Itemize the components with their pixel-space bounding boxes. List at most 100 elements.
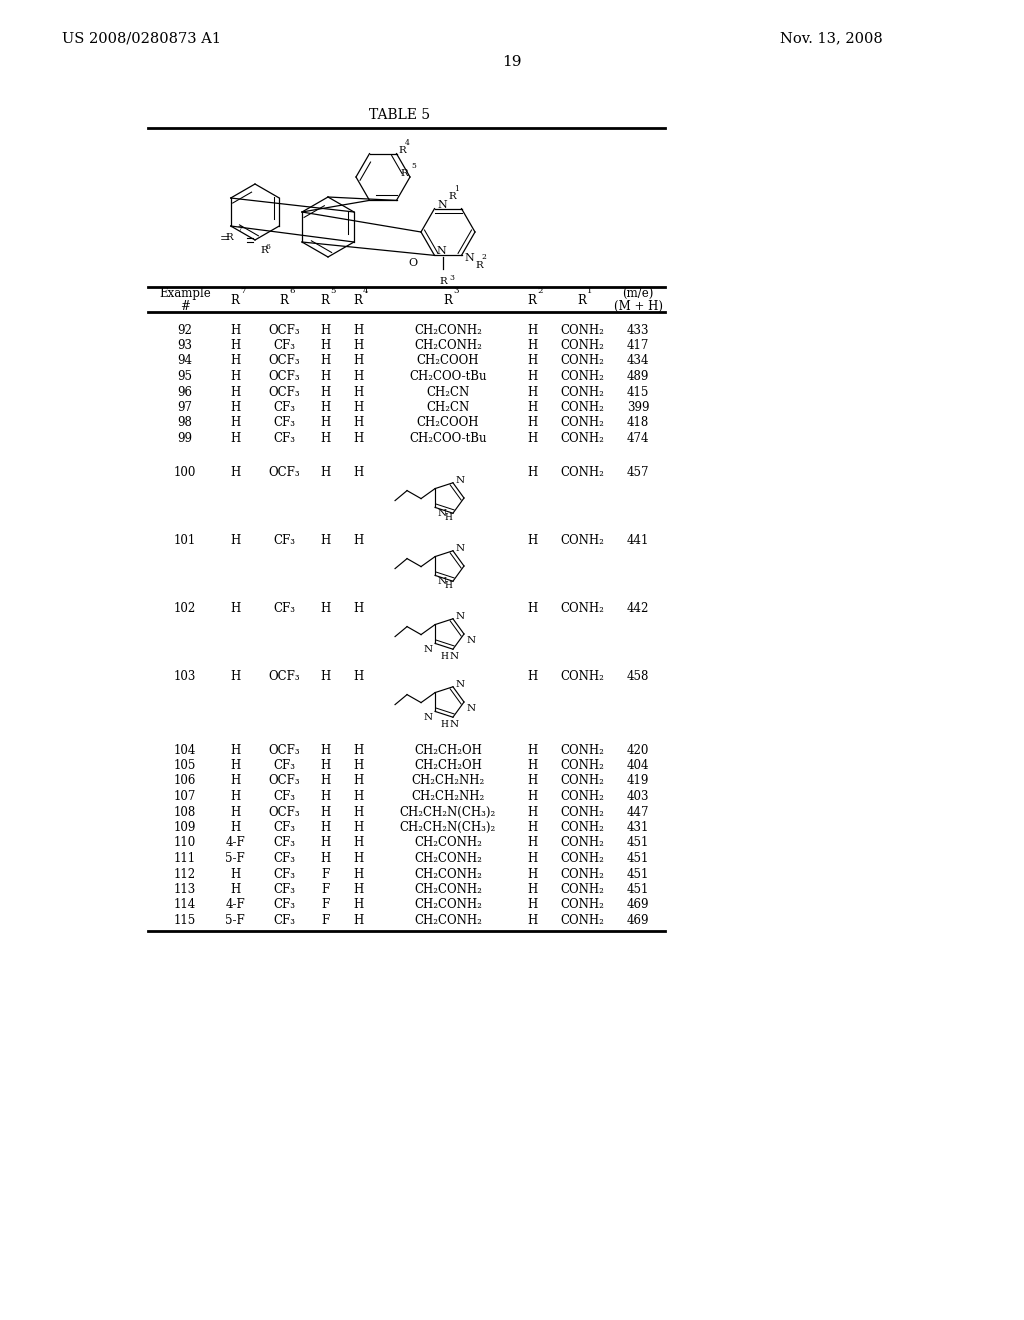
Text: CH₂CONH₂: CH₂CONH₂ bbox=[414, 323, 482, 337]
Text: N: N bbox=[424, 713, 433, 722]
Text: 399: 399 bbox=[627, 401, 649, 414]
Text: TABLE 5: TABLE 5 bbox=[370, 108, 430, 121]
Text: 7: 7 bbox=[237, 224, 242, 234]
Text: H: H bbox=[319, 669, 330, 682]
Text: H: H bbox=[527, 385, 538, 399]
Text: F: F bbox=[321, 867, 329, 880]
Text: CONH₂: CONH₂ bbox=[560, 432, 604, 445]
Text: R: R bbox=[398, 147, 407, 156]
Text: CF₃: CF₃ bbox=[273, 899, 295, 912]
Text: CONH₂: CONH₂ bbox=[560, 401, 604, 414]
Text: 4-F: 4-F bbox=[225, 899, 245, 912]
Text: H: H bbox=[527, 743, 538, 756]
Text: H: H bbox=[229, 323, 240, 337]
Text: H: H bbox=[229, 417, 240, 429]
Text: R: R bbox=[260, 246, 267, 255]
Text: H: H bbox=[319, 355, 330, 367]
Text: CONH₂: CONH₂ bbox=[560, 867, 604, 880]
Text: H: H bbox=[527, 851, 538, 865]
Text: H: H bbox=[527, 821, 538, 834]
Text: 404: 404 bbox=[627, 759, 649, 772]
Text: N: N bbox=[437, 199, 447, 210]
Text: R: R bbox=[475, 261, 483, 269]
Text: H: H bbox=[319, 533, 330, 546]
Text: N: N bbox=[467, 636, 476, 645]
Text: 106: 106 bbox=[174, 775, 197, 788]
Text: CONH₂: CONH₂ bbox=[560, 851, 604, 865]
Text: H: H bbox=[319, 789, 330, 803]
Text: H: H bbox=[353, 669, 364, 682]
Text: H: H bbox=[319, 339, 330, 352]
Text: H: H bbox=[527, 837, 538, 850]
Text: CH₂COOH: CH₂COOH bbox=[417, 355, 479, 367]
Text: H: H bbox=[353, 370, 364, 383]
Text: 95: 95 bbox=[177, 370, 193, 383]
Text: H: H bbox=[527, 323, 538, 337]
Text: 98: 98 bbox=[177, 417, 193, 429]
Text: H: H bbox=[319, 602, 330, 615]
Text: 3: 3 bbox=[449, 275, 454, 282]
Text: H: H bbox=[527, 466, 538, 479]
Text: N: N bbox=[450, 652, 459, 661]
Text: H: H bbox=[444, 513, 452, 523]
Text: CONH₂: CONH₂ bbox=[560, 913, 604, 927]
Text: CH₂CONH₂: CH₂CONH₂ bbox=[414, 837, 482, 850]
Text: H: H bbox=[353, 466, 364, 479]
Text: 489: 489 bbox=[627, 370, 649, 383]
Text: CH₂CH₂NH₂: CH₂CH₂NH₂ bbox=[412, 775, 484, 788]
Text: 2: 2 bbox=[481, 253, 486, 261]
Text: R: R bbox=[230, 293, 240, 306]
Text: N: N bbox=[424, 645, 433, 655]
Text: H: H bbox=[353, 339, 364, 352]
Text: H: H bbox=[527, 913, 538, 927]
Text: H: H bbox=[527, 417, 538, 429]
Text: CONH₂: CONH₂ bbox=[560, 899, 604, 912]
Text: H: H bbox=[319, 401, 330, 414]
Text: H: H bbox=[229, 867, 240, 880]
Text: H: H bbox=[353, 355, 364, 367]
Text: H: H bbox=[229, 759, 240, 772]
Text: 3: 3 bbox=[453, 286, 459, 294]
Text: (M + H): (M + H) bbox=[613, 300, 663, 313]
Text: CF₃: CF₃ bbox=[273, 851, 295, 865]
Text: H: H bbox=[319, 323, 330, 337]
Text: O: O bbox=[408, 259, 417, 268]
Text: CONH₂: CONH₂ bbox=[560, 883, 604, 896]
Text: 94: 94 bbox=[177, 355, 193, 367]
Text: 418: 418 bbox=[627, 417, 649, 429]
Text: OCF₃: OCF₃ bbox=[268, 385, 300, 399]
Text: H: H bbox=[229, 533, 240, 546]
Text: N: N bbox=[456, 612, 465, 622]
Text: H: H bbox=[229, 401, 240, 414]
Text: 7: 7 bbox=[240, 286, 246, 294]
Text: H: H bbox=[353, 913, 364, 927]
Text: CONH₂: CONH₂ bbox=[560, 759, 604, 772]
Text: H: H bbox=[319, 432, 330, 445]
Text: H: H bbox=[229, 370, 240, 383]
Text: 6: 6 bbox=[266, 243, 271, 251]
Text: 103: 103 bbox=[174, 669, 197, 682]
Text: 4: 4 bbox=[362, 286, 369, 294]
Text: CF₃: CF₃ bbox=[273, 401, 295, 414]
Text: OCF₃: OCF₃ bbox=[268, 355, 300, 367]
Text: 109: 109 bbox=[174, 821, 197, 834]
Text: H: H bbox=[353, 743, 364, 756]
Text: 5: 5 bbox=[330, 286, 336, 294]
Text: H: H bbox=[527, 533, 538, 546]
Text: 101: 101 bbox=[174, 533, 197, 546]
Text: N: N bbox=[456, 544, 465, 553]
Text: H: H bbox=[353, 851, 364, 865]
Text: CONH₂: CONH₂ bbox=[560, 370, 604, 383]
Text: OCF₃: OCF₃ bbox=[268, 743, 300, 756]
Text: N: N bbox=[456, 680, 465, 689]
Text: CONH₂: CONH₂ bbox=[560, 339, 604, 352]
Text: N: N bbox=[450, 721, 459, 729]
Text: H: H bbox=[229, 743, 240, 756]
Text: 447: 447 bbox=[627, 805, 649, 818]
Text: H: H bbox=[229, 385, 240, 399]
Text: H: H bbox=[527, 669, 538, 682]
Text: 469: 469 bbox=[627, 899, 649, 912]
Text: 104: 104 bbox=[174, 743, 197, 756]
Text: CH₂COO-tBu: CH₂COO-tBu bbox=[410, 432, 486, 445]
Text: 99: 99 bbox=[177, 432, 193, 445]
